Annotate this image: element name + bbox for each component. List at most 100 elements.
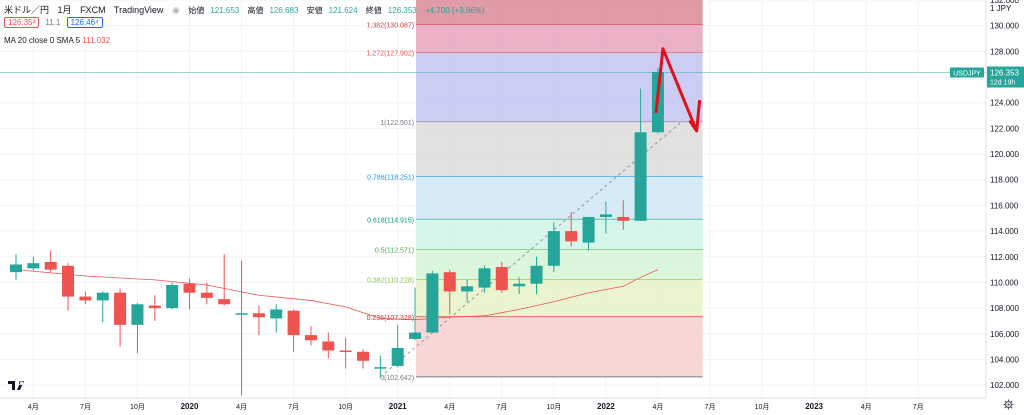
close-value: 126.353 (387, 6, 417, 15)
candle-body (79, 296, 92, 301)
fib-level-label: 1.382(130.087) (367, 23, 414, 30)
time-tick-label: 7月 (80, 403, 91, 411)
candles (10, 68, 664, 396)
fib-level-label: 0.5(112.571) (375, 247, 414, 254)
time-tick-label: 4月 (444, 403, 455, 411)
price-tick-label: 110.000 (990, 278, 1019, 287)
time-tick-label: 7月 (288, 403, 299, 411)
time-tick-label: 4月 (861, 403, 872, 411)
low-value: 121.624 (328, 6, 358, 15)
candle-body (131, 304, 144, 325)
candle-body (443, 272, 456, 292)
candle-body (44, 261, 57, 270)
candle-body (461, 286, 474, 292)
price-tick-label: 102.000 (990, 381, 1019, 390)
eye-icon[interactable]: ◉ (171, 5, 180, 15)
candle-body (339, 350, 352, 352)
candle-body (252, 313, 265, 318)
data-source: TradingView (113, 5, 164, 15)
currency-label: 1 JPY (990, 4, 1012, 13)
low-label: 安値 (306, 6, 323, 15)
open-label: 始値 (188, 6, 205, 15)
time-tick-label: 7月 (705, 403, 716, 411)
time-tick-label: 7月 (496, 403, 507, 411)
fib-level-label: 0.382(110.228) (367, 278, 414, 285)
fib-band (416, 24, 703, 53)
annotation-arrow-line (654, 47, 699, 132)
candle-body (218, 299, 231, 305)
time-tick-label: 4月 (652, 403, 663, 411)
candle-body (374, 367, 387, 369)
candle-body (114, 292, 127, 325)
indicator-value: 111.032 (82, 36, 111, 45)
time-tick-label: 2023 (805, 402, 823, 411)
time-tick-label: 10月 (546, 403, 561, 411)
time-tick-label: 2022 (597, 402, 615, 411)
candle-body (62, 265, 75, 297)
price-tag-bg (987, 66, 1024, 88)
sell-button[interactable]: 126.35³ (4, 17, 40, 28)
candle-body (478, 268, 491, 288)
fib-level-label: 0.236(107.328) (367, 315, 414, 322)
fib-band (416, 279, 703, 317)
price-tick-label: 124.000 (990, 99, 1019, 108)
ticker-tag-bg (950, 67, 984, 78)
candle-body (200, 292, 213, 298)
price-tick-label: 106.000 (990, 330, 1019, 339)
fib-band (416, 316, 703, 377)
candle-body (96, 292, 109, 301)
close-label: 終値 (365, 6, 382, 15)
tradingview-logo-icon[interactable] (7, 378, 29, 392)
fib-level-label: 0(102.642) (380, 375, 414, 382)
high-value: 126.683 (269, 6, 299, 15)
annotation-arrow-head (688, 99, 702, 133)
candle-body (166, 285, 179, 309)
candle-body (547, 231, 560, 266)
ticker-tag: USDJPY (953, 71, 981, 78)
candle-body (304, 335, 317, 341)
candle-body (183, 283, 196, 293)
fibonacci-retracement[interactable]: 1.382(130.087) 1.272(127.902) 1(122.501) 0.… (367, 0, 703, 382)
price-tick-label: 122.000 (990, 124, 1019, 133)
candle-body (599, 214, 612, 217)
time-tick-label: 10月 (130, 403, 145, 411)
fib-level-label: 1.272(127.902) (367, 51, 414, 58)
fib-level-label: 0.786(118.251) (367, 175, 414, 182)
indicator-label: MA 20 close 0 SMA 5 (4, 36, 81, 45)
symbol-header: 米ドル／円 1月 FXCM TradingView ◉ 始値 121.653 高値… (4, 3, 497, 16)
gear-icon[interactable] (1000, 397, 1016, 411)
price-tick-label: 132.000 (990, 0, 1019, 5)
countdown-tag: 12d 19h (990, 80, 1015, 87)
price-tick-label: 118.000 (990, 176, 1019, 185)
high-label: 高値 (247, 6, 264, 15)
current-price-tag: 126.353 (990, 69, 1019, 78)
exchange: FXCM (80, 5, 106, 15)
candle-body (513, 283, 526, 287)
price-tick-label: 120.000 (990, 150, 1019, 159)
candle-body (322, 341, 335, 351)
candle-body (634, 132, 647, 221)
interval[interactable]: 1月 (57, 5, 72, 15)
fib-band (416, 0, 703, 25)
candle-body (565, 231, 578, 242)
candle-body (426, 273, 439, 333)
price-tick-label: 130.000 (990, 22, 1019, 31)
candle-body (617, 216, 630, 221)
ma-line (345, 269, 659, 321)
candle-body (10, 264, 22, 273)
candle-body (391, 347, 404, 366)
open-value: 121.653 (210, 6, 240, 15)
indicator-legend[interactable]: MA 20 close 0 SMA 5 111.032 (4, 36, 110, 45)
symbol-name[interactable]: 米ドル／円 (4, 5, 50, 15)
spread: 11.1 (45, 18, 61, 27)
fib-level-label: 0.618(114.915) (367, 217, 414, 224)
candle-body (582, 216, 595, 243)
time-tick-label: 2021 (389, 402, 407, 411)
candle-body (409, 332, 422, 339)
candle-body (270, 309, 283, 319)
annotation-arrow (654, 47, 702, 133)
buy-button[interactable]: 126.46⁴ (66, 17, 103, 28)
price-tick-label: 112.000 (990, 253, 1019, 262)
